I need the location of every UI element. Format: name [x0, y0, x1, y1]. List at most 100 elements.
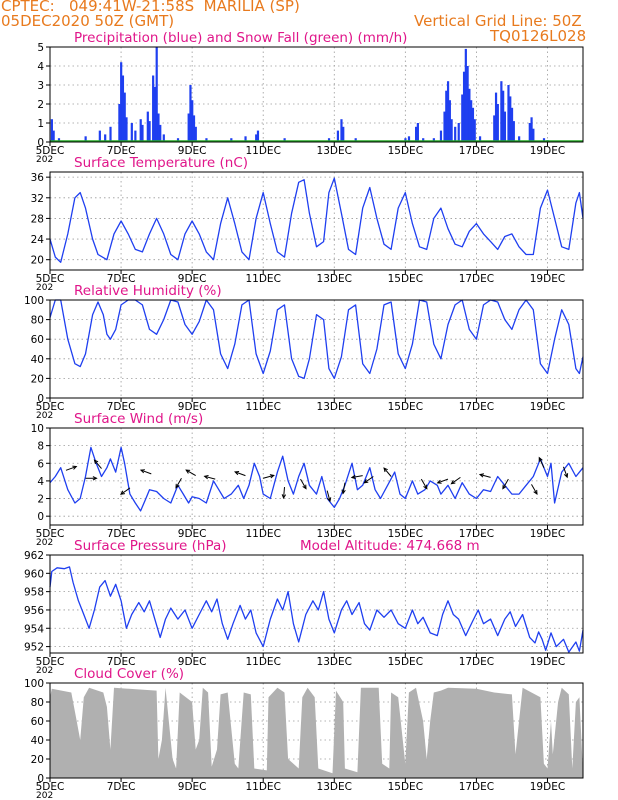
precip-bar — [120, 62, 123, 143]
precip-bar — [148, 121, 151, 142]
precip-bar — [466, 66, 469, 142]
wind-arrow-head — [281, 494, 287, 500]
precip-bar — [532, 128, 535, 142]
model-code-label: TQ0126L028 — [490, 27, 587, 45]
x-tick-label: 11DEC — [245, 781, 280, 793]
panel-title: Precipitation (blue) and Snow Fall (gree… — [74, 30, 407, 46]
panel-4 — [46, 554, 584, 657]
y-tick-label: 0 — [37, 393, 44, 405]
precip-bar — [162, 134, 165, 142]
x-tick-label: 5DEC — [36, 781, 65, 793]
x-tick-label: 15DEC — [388, 781, 423, 793]
precip-bar — [354, 138, 357, 142]
y-tick-label: 60 — [31, 334, 44, 346]
precip-bar — [542, 138, 546, 142]
precip-bar — [192, 115, 196, 142]
precip-bar — [462, 71, 466, 142]
precip-bar — [141, 124, 144, 142]
precip-bar — [230, 138, 233, 142]
y-tick-label: 4 — [37, 61, 44, 73]
panel-frame — [49, 171, 584, 271]
panel-5 — [46, 682, 584, 782]
x-tick-label: 13DEC — [317, 781, 352, 793]
x-tick-label: 15DEC — [388, 656, 423, 668]
precip-bar — [176, 138, 180, 142]
panel-frame — [49, 682, 584, 779]
x-tick-label: 13DEC — [317, 401, 352, 413]
precip-bar — [340, 119, 343, 142]
y-tick-label: 28 — [31, 213, 44, 225]
precip-bar — [187, 113, 190, 142]
panel-title: Relative Humidity (%) — [74, 283, 222, 299]
precip-bar — [500, 81, 503, 142]
wind-arrow-shaft — [175, 478, 182, 489]
wind-arrow-head — [450, 479, 456, 485]
wind-arrow-head — [185, 469, 191, 474]
grid-note-label: Vertical Grid Line: 50Z — [414, 12, 582, 30]
precip-bar — [478, 136, 482, 142]
x-tick-label: 19DEC — [530, 656, 565, 668]
wind-arrow-shaft — [326, 490, 331, 502]
wind-arrow-shaft — [538, 457, 545, 468]
year-label: 202 — [36, 666, 53, 676]
wind-arrow-shaft — [204, 475, 216, 480]
precip-bar — [121, 75, 125, 142]
precip-bar — [512, 121, 515, 142]
wind-arrow-head — [423, 484, 428, 490]
wind-arrow-head — [436, 479, 442, 484]
relative-humidity-line — [49, 299, 584, 380]
precip-bar — [446, 81, 450, 142]
precip-bar — [473, 119, 476, 142]
y-tick-label: 2 — [37, 99, 44, 111]
x-tick-label: 5DEC — [36, 656, 65, 668]
x-tick-label: 11DEC — [245, 656, 280, 668]
panel-0 — [46, 46, 584, 146]
panel-frame — [49, 554, 584, 654]
precip-bar — [468, 88, 471, 142]
x-tick-label: 7DEC — [107, 273, 136, 285]
x-tick-label: 19DEC — [530, 781, 565, 793]
x-tick-label: 11DEC — [245, 145, 280, 157]
cloud-cover-area — [50, 687, 583, 778]
wind-arrow-shaft — [234, 471, 246, 477]
x-tick-label: 13DEC — [317, 145, 352, 157]
x-tick-label: 11DEC — [245, 401, 280, 413]
precip-bar — [510, 107, 514, 142]
y-tick-label: 0 — [37, 773, 44, 785]
precip-bar — [496, 104, 499, 142]
wind-arrow-head — [327, 497, 332, 503]
x-tick-label: 13DEC — [317, 656, 352, 668]
y-tick-label: 6 — [37, 458, 44, 470]
year-label: 202 — [36, 791, 53, 800]
x-tick-label: 5DEC — [36, 401, 65, 413]
y-tick-label: 962 — [24, 550, 44, 562]
precip-bar — [407, 136, 411, 142]
precip-bar — [471, 107, 475, 142]
x-tick-label: 17DEC — [459, 781, 494, 793]
wind-arrow-shaft — [451, 476, 461, 485]
precip-bar — [470, 100, 473, 142]
y-tick-label: 40 — [31, 354, 44, 366]
x-tick-label: 9DEC — [178, 401, 207, 413]
precip-bar — [457, 123, 460, 142]
wind-arrow-shaft — [562, 466, 568, 478]
wind-arrow-head — [175, 483, 180, 489]
precip-bar — [404, 138, 407, 142]
x-tick-label: 13DEC — [317, 528, 352, 540]
x-tick-label: 19DEC — [530, 528, 565, 540]
precip-bar — [109, 126, 112, 142]
wind-arrow-shaft — [364, 476, 374, 484]
wind-arrow-shaft — [185, 469, 196, 477]
wind-arrow-head — [302, 484, 307, 490]
wind-arrow-shaft — [502, 478, 509, 489]
precip-bar — [530, 117, 533, 142]
precip-bar — [50, 119, 53, 142]
y-tick-label: 80 — [31, 315, 44, 327]
x-tick-label: 9DEC — [178, 273, 207, 285]
y-tick-label: 20 — [31, 754, 44, 766]
station-label: CPTEC: 049:41W-21:58S MARILIA (SP) — [1, 0, 300, 15]
panel-title: Surface Wind (m/s) — [74, 411, 203, 427]
precip-bar — [439, 130, 443, 142]
precip-bar — [84, 136, 87, 142]
wind-arrow-head — [383, 467, 388, 473]
